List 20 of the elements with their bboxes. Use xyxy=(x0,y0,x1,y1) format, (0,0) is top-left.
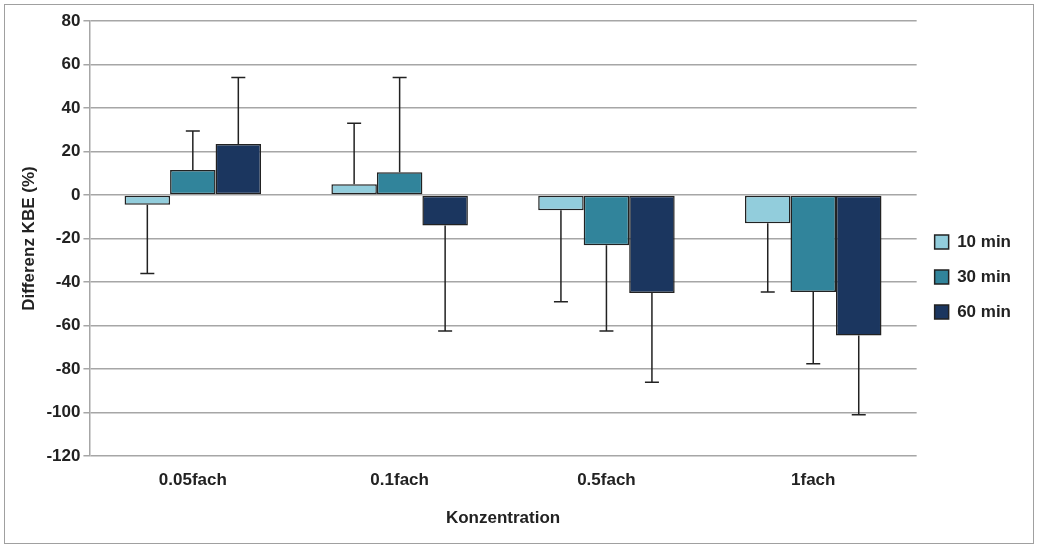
y-tick-label: 20 xyxy=(61,141,81,161)
x-tick-label: 1fach xyxy=(791,470,836,490)
x-tick-label: 0.5fach xyxy=(577,470,636,490)
y-tick-label: 0 xyxy=(70,184,81,204)
legend-label: 60 min xyxy=(957,301,1011,321)
y-tick-label: 40 xyxy=(61,97,81,117)
y-tick-label: 60 xyxy=(61,54,81,74)
x-axis-title: Konzentration xyxy=(445,508,561,528)
legend-label: 10 min xyxy=(957,231,1011,251)
x-tick-label: 0.05fach xyxy=(158,470,227,490)
y-tick-label: -20 xyxy=(55,228,81,248)
y-axis-title: Differenz KBE (%) xyxy=(18,166,38,311)
x-tick-label: 0.1fach xyxy=(370,470,429,490)
legend-label: 30 min xyxy=(957,266,1011,286)
y-tick-label: -40 xyxy=(55,271,81,291)
y-tick-label: 80 xyxy=(61,10,81,30)
y-tick-label: -100 xyxy=(46,402,81,422)
y-tick-label: -60 xyxy=(55,315,81,335)
y-tick-label: -120 xyxy=(46,445,81,465)
y-tick-label: -80 xyxy=(55,358,81,378)
